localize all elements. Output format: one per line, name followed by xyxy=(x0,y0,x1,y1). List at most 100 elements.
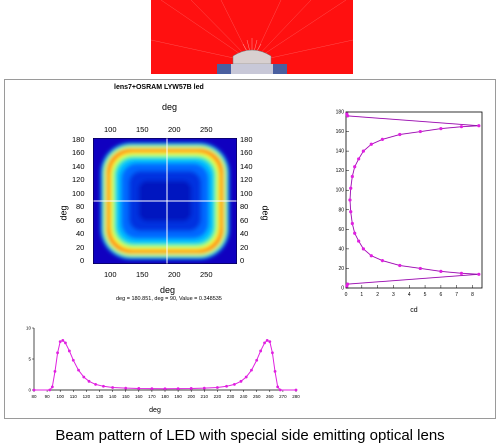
x-tick-label: 160 xyxy=(135,394,143,399)
data-point xyxy=(349,186,353,190)
data-point xyxy=(233,383,236,386)
data-point xyxy=(398,263,402,268)
data-point xyxy=(357,239,361,243)
x-tick-label: 100 xyxy=(56,394,64,399)
x-tick-label: 220 xyxy=(214,394,222,399)
heatmap-bottom-tick: 100 xyxy=(104,270,117,279)
heatmap-bottom-tick: 150 xyxy=(136,270,149,279)
data-point xyxy=(369,254,373,258)
data-point xyxy=(294,388,298,392)
x-tick-label: 6 xyxy=(439,292,442,298)
y-tick-label: 100 xyxy=(336,188,345,194)
figure-caption: Beam pattern of LED with special side em… xyxy=(55,427,445,444)
data-point xyxy=(276,385,280,389)
heatmap-title: lens7+OSRAM LYW57B led xyxy=(114,84,204,91)
data-point xyxy=(50,385,54,389)
x-tick-label: 270 xyxy=(279,394,287,399)
heatmap-bottom-tick: 250 xyxy=(200,270,213,279)
data-point xyxy=(271,351,274,355)
heatmap-plot xyxy=(93,138,237,264)
heatmap-left-axis-label: deg xyxy=(58,205,69,221)
x-tick-label: 1 xyxy=(360,292,363,298)
heatmap-left-tick: 80 xyxy=(76,202,85,211)
data-point xyxy=(265,339,269,342)
plot-frame xyxy=(345,111,483,289)
y-tick-label: 140 xyxy=(336,149,345,155)
horizontal-profile-chart: 0 5 10 80 90 100 110 120 130 140 150 160 170 180 190 20… xyxy=(26,326,300,415)
data-point xyxy=(439,269,443,273)
data-point xyxy=(48,388,52,392)
data-point xyxy=(268,340,272,344)
x-tick-label: 250 xyxy=(253,394,261,399)
data-point xyxy=(418,129,422,134)
x-tick-label: 8 xyxy=(471,292,474,298)
x-tick-label: 170 xyxy=(148,394,156,399)
y-tick-label: 60 xyxy=(338,227,344,233)
y-tick-label: 0 xyxy=(28,388,31,393)
data-point xyxy=(150,387,154,391)
y-tick-label: 40 xyxy=(338,246,344,252)
y-tick-label: 0 xyxy=(341,286,344,292)
data-point xyxy=(350,174,354,179)
heatmap-left-tick: 0 xyxy=(80,256,85,265)
data-point xyxy=(189,387,193,390)
heatmap-right-tick: 140 xyxy=(240,162,253,171)
heatmap-right-tick: 180 xyxy=(240,135,253,144)
heatmap-right-tick: 80 xyxy=(240,202,249,211)
heatmap-left-tick: 160 xyxy=(72,148,85,157)
x-axis-label: deg xyxy=(149,407,161,414)
data-point xyxy=(216,386,219,389)
data-point xyxy=(361,247,365,251)
data-point xyxy=(418,266,422,271)
data-point xyxy=(61,339,65,342)
data-point xyxy=(477,124,481,128)
data-point xyxy=(239,379,243,383)
x-tick-label: 130 xyxy=(96,394,104,399)
heatmap-top-tick: 150 xyxy=(136,125,149,134)
data-point xyxy=(71,358,75,362)
heatmap-left-tick: 100 xyxy=(72,189,85,198)
heatmap-right-axis-label: deg xyxy=(260,205,271,221)
data-point xyxy=(345,282,350,286)
heatmap-right-tick: 120 xyxy=(240,175,253,184)
data-point xyxy=(357,157,361,161)
heatmap-top-tick: 100 xyxy=(104,125,117,134)
heatmap-top-tick: 200 xyxy=(168,125,181,134)
heatmap-left-tick: 120 xyxy=(72,175,85,184)
data-point xyxy=(349,210,353,214)
data-point xyxy=(273,370,277,373)
data-point xyxy=(53,370,57,373)
heatmap-right-tick: 40 xyxy=(240,229,249,238)
data-point xyxy=(369,142,373,146)
x-tick-label: 3 xyxy=(392,292,395,298)
y-tick-label: 120 xyxy=(336,168,345,174)
x-tick-label: 140 xyxy=(109,394,117,399)
data-point xyxy=(77,368,80,372)
x-tick-label: 7 xyxy=(455,292,458,298)
data-point xyxy=(58,340,62,344)
data-point xyxy=(137,387,141,390)
heatmap-right-tick: 20 xyxy=(240,243,249,252)
y-tick-label: 80 xyxy=(338,207,344,213)
x-tick-label: 4 xyxy=(408,292,411,298)
heatmap-right-tick: 160 xyxy=(240,148,253,157)
data-point xyxy=(124,386,128,390)
heatmap-top-axis-label: deg xyxy=(162,102,178,112)
y-tick-label: 20 xyxy=(338,266,344,272)
x-tick-label: 210 xyxy=(201,394,209,399)
data-point xyxy=(250,368,253,372)
data-point xyxy=(176,387,180,391)
x-tick-label: 120 xyxy=(83,394,91,399)
x-tick-label: 90 xyxy=(45,394,51,399)
data-point xyxy=(102,384,105,388)
x-tick-label: 260 xyxy=(266,394,274,399)
x-tick-label: 280 xyxy=(292,394,300,399)
data-point xyxy=(345,112,349,116)
heatmap-bottom-tick: 200 xyxy=(168,270,181,279)
y-tick-label: 180 xyxy=(336,110,345,116)
data-point xyxy=(64,341,67,345)
data-point xyxy=(259,349,263,353)
data-point xyxy=(439,127,443,131)
heatmap-left-tick: 20 xyxy=(76,243,85,252)
data-point xyxy=(398,132,402,137)
